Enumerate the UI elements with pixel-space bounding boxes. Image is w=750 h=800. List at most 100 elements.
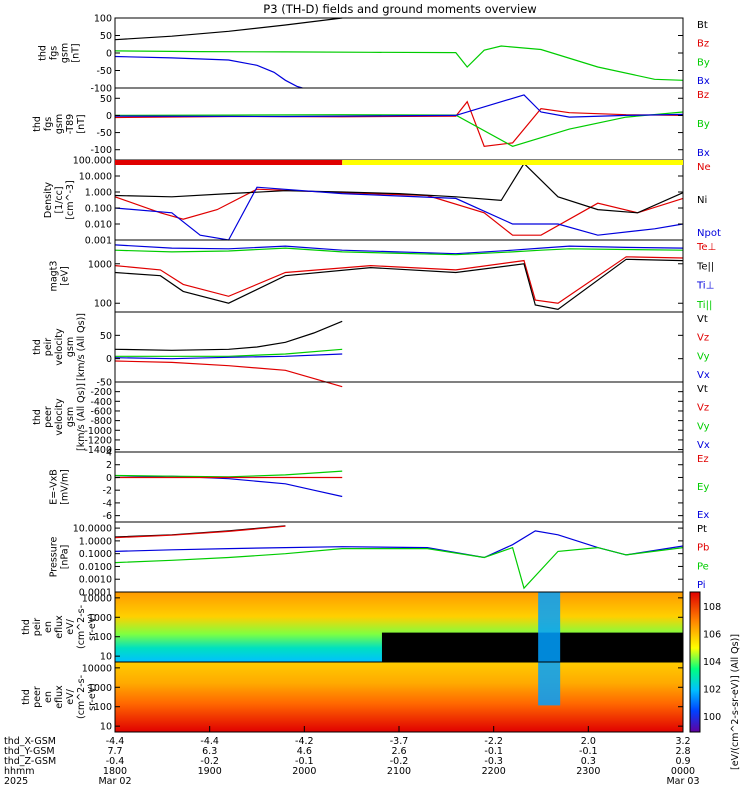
legend-Bz: Bz bbox=[697, 39, 709, 50]
ylabel-fgs_gsm_t89: thdfgsgsm-T89[nT] bbox=[32, 114, 87, 134]
ylabel-line: sr-eV) bbox=[87, 683, 98, 711]
mode-bar-yellow bbox=[342, 160, 683, 165]
legend-Npot: Npot bbox=[697, 228, 721, 239]
ylabel-line: [eV] bbox=[60, 266, 71, 286]
ylabel-line: peer bbox=[32, 686, 43, 708]
xtick-value: 6.3 bbox=[202, 746, 217, 757]
ylabel-peir_en_eflux: thdpeirenefluxeV/(cm^2-s-sr-eV) bbox=[21, 605, 98, 649]
xtick-value: -0.2 bbox=[200, 756, 219, 767]
legend-Pb: Pb bbox=[697, 543, 709, 554]
colorbar-tick: 108 bbox=[703, 602, 721, 613]
ylabel-line: thd bbox=[32, 116, 43, 132]
ytick-label: 50 bbox=[100, 94, 112, 105]
ylabel-line: thd bbox=[38, 45, 49, 61]
xtick-value: -4.4 bbox=[200, 736, 219, 747]
legend-Pt: Pt bbox=[697, 524, 707, 535]
panel-frame bbox=[114, 159, 684, 241]
legend-Ex: Ex bbox=[697, 510, 709, 521]
ytick-label: 10 bbox=[100, 652, 112, 663]
ytick-label: -100 bbox=[90, 145, 112, 156]
ylabel-line: [km/s (All Qs)] bbox=[76, 383, 87, 451]
series-fgs_gsm_t89-Bx bbox=[114, 94, 684, 118]
panel-frame bbox=[114, 381, 684, 453]
ylabel-line: (cm^2-s- bbox=[76, 675, 87, 719]
legend-Ni: Ni bbox=[697, 195, 707, 206]
xtick-value: 2.8 bbox=[675, 746, 690, 757]
ytick-label: 1000 bbox=[88, 683, 112, 694]
ylabel-line: thd bbox=[32, 409, 43, 425]
colorbar bbox=[689, 591, 701, 733]
series-pressure-Pt bbox=[114, 525, 286, 538]
ytick-label: -4 bbox=[103, 498, 112, 509]
ytick-label: 0 bbox=[106, 473, 112, 484]
ylabel-line: [nT] bbox=[76, 114, 87, 133]
ytick-label: 1000 bbox=[88, 259, 112, 270]
legend-Vx: Vx bbox=[697, 440, 710, 451]
xtick-value: 2100 bbox=[387, 766, 411, 777]
colorbar-tick: 104 bbox=[703, 657, 721, 668]
ylabel-line: velocity bbox=[54, 398, 65, 436]
ylabel-line: velocity bbox=[54, 328, 65, 366]
spectrogram-peer_en_eflux bbox=[115, 662, 683, 732]
xtick-value: -0.1 bbox=[295, 756, 314, 767]
ytick-label: 100 bbox=[94, 299, 112, 310]
xtick-value: -0.1 bbox=[579, 746, 598, 757]
xtick-value: -0.3 bbox=[484, 756, 503, 767]
series-fgs_gsm_t89-By bbox=[114, 111, 684, 147]
ytick-label: -2 bbox=[103, 486, 112, 497]
xtick-value: 0.9 bbox=[675, 756, 690, 767]
series-peir_velocity-Vx bbox=[114, 353, 343, 360]
ylabel-fgs_gsm: thdfgsgsm[nT] bbox=[38, 43, 82, 63]
series-pressure-Pb bbox=[114, 525, 286, 539]
colorbar-tick: 102 bbox=[703, 685, 721, 696]
xtick-value: Mar 03 bbox=[666, 776, 699, 787]
ytick-label: 0 bbox=[106, 111, 112, 122]
panel-fgs_gsm: 100 50 0 -50 -100 thdfgsgsm[nT] Bt Bz By Bx bbox=[38, 14, 710, 95]
ylabel-peer_en_eflux: thdpeerenefluxeV/(cm^2-s-sr-eV) bbox=[21, 675, 98, 719]
ylabel-line: thd bbox=[32, 339, 43, 355]
ylabel-pressure: Pressure[nPa] bbox=[49, 537, 71, 578]
colorbar-label: [eV/(cm^2-s-sr-eV)] (All Qs)] bbox=[730, 634, 741, 770]
legend-Bt: Bt bbox=[697, 20, 708, 31]
ylabel-line: peer bbox=[43, 406, 54, 428]
ytick-label: 0.001 bbox=[85, 236, 112, 247]
ytick-label: 10000 bbox=[82, 663, 112, 674]
ylabel-line: [mV/m] bbox=[60, 469, 71, 505]
series-temperature-Ti⊥ bbox=[114, 244, 684, 255]
ylabel-line: eV/ bbox=[65, 618, 76, 634]
ytick-label: -50 bbox=[96, 66, 112, 77]
ylabel-line: E=-VxB bbox=[49, 469, 60, 504]
xtick-value: 2300 bbox=[576, 766, 600, 777]
ylabel-line: (cm^2-s- bbox=[76, 605, 87, 649]
ytick-label: 100.000 bbox=[73, 156, 112, 167]
ytick-label: -1400 bbox=[84, 445, 112, 456]
xtick-value: 0000 bbox=[671, 766, 695, 777]
ytick-label: 50 bbox=[100, 31, 112, 42]
ytick-label: 0.100 bbox=[85, 204, 112, 215]
series-peir_velocity-Vy bbox=[115, 348, 343, 357]
legend-Ez: Ez bbox=[697, 454, 709, 465]
ylabel-line: gsm bbox=[54, 114, 65, 134]
ylabel-line: fgs bbox=[43, 117, 54, 131]
xtick-value: 2.0 bbox=[581, 736, 596, 747]
panel-temperature: 1000 100 magt3[eV] Te⊥ Te|| Ti⊥ Ti|| bbox=[49, 239, 716, 313]
ytick-label: 10 bbox=[100, 722, 112, 733]
legend-Bz: Bz bbox=[697, 90, 709, 101]
ytick-label: -50 bbox=[96, 378, 112, 389]
xtick-value: -0.2 bbox=[390, 756, 409, 767]
ylabel-line: [nPa] bbox=[60, 545, 71, 570]
ytick-label: 100 bbox=[94, 14, 112, 25]
xtick-value: 0.3 bbox=[581, 756, 596, 767]
mode-bar-red bbox=[115, 160, 343, 165]
xtick-value: 4.6 bbox=[297, 746, 312, 757]
panel-density: 100.000 10.000 1.000 0.100 0.010 0.001 Density… bbox=[43, 156, 721, 247]
ytick-label: 10.0000 bbox=[73, 524, 112, 535]
ylabel-line: [1/cc] bbox=[54, 186, 65, 213]
legend-Vt: Vt bbox=[697, 314, 708, 325]
panel-peir_velocity: 50 0 -50 thdpeirvelocitygsm[km/s (All Qs)] V… bbox=[32, 311, 710, 389]
ytick-label: 2 bbox=[106, 460, 112, 471]
xtick-value: Mar 02 bbox=[98, 776, 131, 787]
ytick-label: -400 bbox=[90, 397, 112, 408]
xtick-value: -4.4 bbox=[106, 736, 125, 747]
